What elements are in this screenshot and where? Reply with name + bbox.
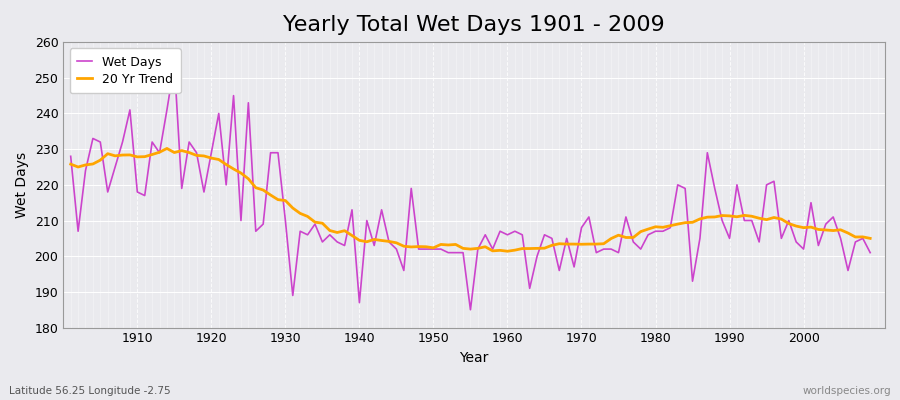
20 Yr Trend	[295, 211, 306, 216]
Wet Days	[124, 108, 135, 112]
Wet Days	[865, 250, 876, 255]
Line: 20 Yr Trend: 20 Yr Trend	[71, 148, 870, 251]
Wet Days	[169, 61, 180, 66]
20 Yr Trend	[509, 248, 520, 252]
Wet Days	[295, 229, 306, 234]
Line: Wet Days: Wet Days	[71, 64, 870, 310]
20 Yr Trend	[339, 228, 350, 233]
Wet Days	[606, 247, 616, 252]
X-axis label: Year: Year	[460, 351, 489, 365]
20 Yr Trend	[161, 146, 172, 151]
20 Yr Trend	[606, 236, 616, 241]
Text: Latitude 56.25 Longitude -2.75: Latitude 56.25 Longitude -2.75	[9, 386, 171, 396]
Wet Days	[66, 154, 77, 159]
20 Yr Trend	[517, 246, 527, 251]
Title: Yearly Total Wet Days 1901 - 2009: Yearly Total Wet Days 1901 - 2009	[284, 15, 665, 35]
Wet Days	[465, 307, 476, 312]
Wet Days	[517, 232, 527, 237]
20 Yr Trend	[502, 249, 513, 254]
Wet Days	[339, 243, 350, 248]
Wet Days	[509, 229, 520, 234]
20 Yr Trend	[124, 152, 135, 157]
Legend: Wet Days, 20 Yr Trend: Wet Days, 20 Yr Trend	[69, 48, 181, 93]
20 Yr Trend	[865, 236, 876, 241]
20 Yr Trend	[66, 162, 77, 166]
Text: worldspecies.org: worldspecies.org	[803, 386, 891, 396]
Y-axis label: Wet Days: Wet Days	[15, 152, 29, 218]
